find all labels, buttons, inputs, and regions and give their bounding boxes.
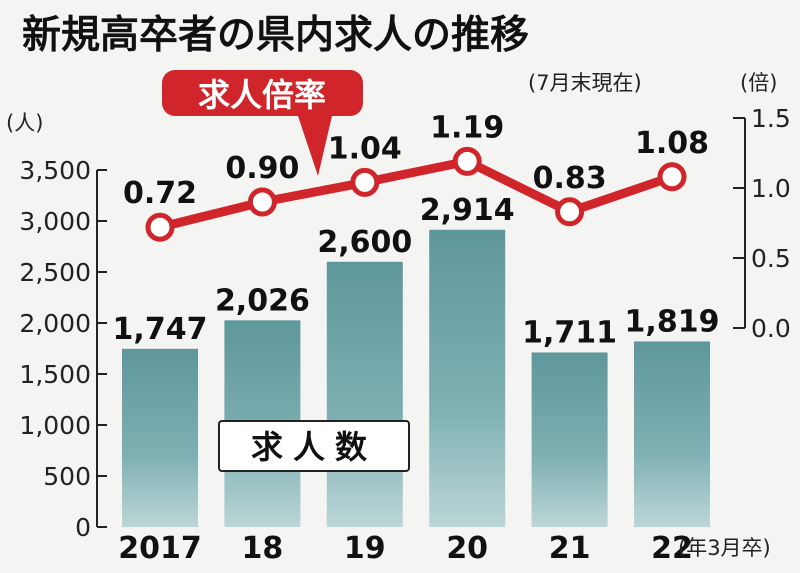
- right-axis-unit: (倍): [740, 71, 777, 95]
- rate-line-path: [158, 156, 674, 232]
- rate-point-20: [452, 146, 482, 176]
- right-tick-label: 0.0: [751, 314, 791, 343]
- left-axis: 0 500 1,000 1,500 2,000 2,500 3,000 3,500: [19, 156, 107, 542]
- right-tick-label: 1.5: [751, 104, 791, 133]
- bar-value-label: 1,747: [113, 312, 208, 347]
- x-tick-label: 2017: [118, 531, 202, 566]
- right-axis: 0.0 0.5 1.0 1.5: [733, 104, 791, 343]
- bar-21: [531, 352, 608, 527]
- chart-title: 新規高卒者の県内求人の推移: [22, 13, 529, 58]
- left-tick-label: 500: [43, 462, 91, 491]
- rate-point-22: [657, 162, 687, 192]
- line-legend-callout: 求人倍率: [162, 70, 363, 176]
- bar-22: [634, 341, 710, 527]
- bar-legend-label: 求人数: [251, 428, 377, 466]
- right-tick-label: 0.5: [751, 244, 791, 273]
- rate-value-label: 1.19: [430, 110, 504, 145]
- x-tick-label: 19: [344, 531, 386, 566]
- x-tick-label: 21: [549, 531, 591, 566]
- bar-2017: [122, 348, 198, 527]
- left-tick-label: 2,000: [19, 309, 91, 338]
- rate-point-19: [350, 167, 380, 197]
- rate-line: 0.72 0.90 1.04 1.19 0.83 1.08: [123, 110, 709, 242]
- bar-legend-box: 求人数: [218, 420, 410, 472]
- left-tick-label: 1,000: [19, 411, 91, 440]
- left-tick-label: 1,500: [19, 360, 91, 389]
- left-axis-unit: (人): [6, 111, 43, 135]
- bar-value-label: 2,026: [215, 283, 310, 318]
- bar-value-label: 2,600: [317, 225, 412, 260]
- rate-value-label: 0.72: [123, 176, 197, 211]
- line-legend-label: 求人倍率: [198, 76, 326, 114]
- rate-value-label: 0.83: [533, 161, 607, 196]
- x-tick-label: 20: [446, 531, 488, 566]
- x-axis-labels: 2017 18 19 20 21 22: [118, 531, 693, 566]
- rate-point-2017: [145, 212, 175, 242]
- rate-value-label: 0.90: [225, 151, 299, 186]
- left-tick-label: 3,000: [19, 207, 91, 236]
- left-tick-label: 2,500: [19, 258, 91, 287]
- bar-value-label: 1,819: [625, 304, 720, 339]
- chart-subtitle: (7月末現在): [528, 71, 642, 95]
- bar-value-label: 1,711: [522, 315, 617, 350]
- rate-point-18: [247, 187, 277, 217]
- rate-value-label: 1.04: [328, 131, 402, 166]
- x-tick-label: 18: [242, 531, 284, 566]
- x-axis-unit: (年3月卒): [678, 536, 771, 560]
- left-tick-label: 3,500: [19, 156, 91, 185]
- left-tick-label: 0: [75, 513, 91, 542]
- x-tick-label: 22: [651, 531, 693, 566]
- rate-point-21: [555, 197, 585, 227]
- bar-value-label: 2,914: [420, 193, 515, 228]
- bar-19: [326, 261, 403, 527]
- rate-value-label: 1.08: [635, 126, 709, 161]
- right-tick-label: 1.0: [751, 174, 791, 203]
- bar-20: [429, 229, 506, 527]
